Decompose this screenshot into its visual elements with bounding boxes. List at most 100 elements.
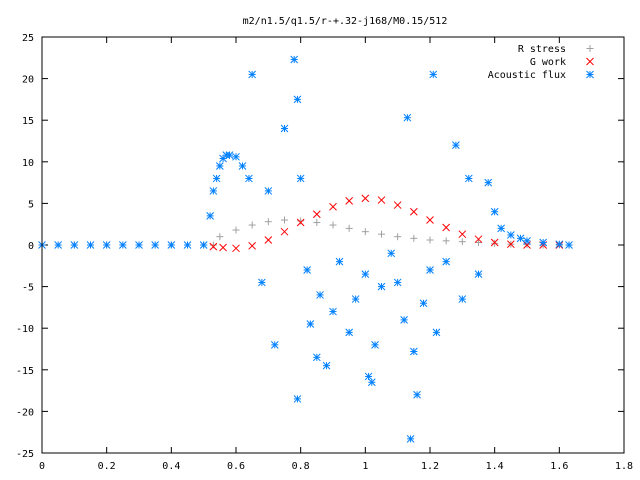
- x-tick-label: 1.4: [486, 461, 504, 472]
- acoustic-flux-point: [306, 320, 315, 328]
- acoustic-flux-point: [264, 187, 273, 195]
- g-work-point: [458, 230, 467, 239]
- r-stress-point: [361, 228, 369, 236]
- acoustic-flux-point: [426, 266, 434, 274]
- y-tick-label: -25: [16, 449, 34, 460]
- acoustic-flux-point: [490, 207, 499, 216]
- y-tick-label: -10: [16, 324, 34, 335]
- acoustic-flux-point: [167, 241, 176, 249]
- r-stress-point: [345, 224, 353, 232]
- x-tick-label: 0.8: [292, 461, 310, 472]
- r-stress-point: [378, 230, 385, 238]
- acoustic-flux-point: [458, 295, 467, 303]
- x-tick-label: 1.8: [615, 461, 633, 472]
- x-tick-label: 0.4: [162, 461, 180, 472]
- g-work-point: [296, 218, 305, 227]
- y-tick-label: 5: [28, 199, 34, 210]
- y-tick-label: 15: [22, 116, 34, 127]
- acoustic-flux-point: [452, 141, 460, 150]
- g-work-point: [442, 223, 451, 232]
- legend-label: R stress: [518, 44, 566, 55]
- g-work-point: [409, 207, 418, 216]
- legend-marker-r-stress: [586, 45, 594, 52]
- g-work-point: [219, 243, 227, 252]
- x-tick-label: 0: [39, 461, 45, 472]
- acoustic-flux-point: [206, 212, 214, 220]
- acoustic-flux-point: [565, 241, 573, 249]
- r-stress-point: [232, 226, 240, 234]
- g-work-point: [232, 244, 240, 253]
- plot-frame: [41, 36, 625, 454]
- acoustic-flux-point: [293, 95, 302, 104]
- acoustic-flux-point: [351, 295, 360, 303]
- g-work-point: [377, 196, 386, 204]
- r-stress-point: [442, 237, 450, 245]
- acoustic-flux-point: [345, 328, 354, 337]
- legend-label: G work: [530, 57, 566, 68]
- acoustic-flux-point: [316, 291, 324, 299]
- acoustic-flux-point: [403, 113, 412, 122]
- g-work-point: [280, 227, 289, 236]
- acoustic-flux-point: [290, 55, 299, 64]
- acoustic-flux-point: [555, 240, 564, 249]
- acoustic-flux-point: [429, 70, 438, 79]
- acoustic-flux-point: [293, 395, 302, 403]
- r-stress-point: [248, 221, 256, 229]
- x-tick-label: 1.6: [550, 461, 568, 472]
- acoustic-flux-point: [497, 224, 505, 233]
- acoustic-flux-point: [238, 162, 247, 170]
- acoustic-flux-point: [539, 238, 548, 247]
- y-tick-label: 10: [22, 158, 34, 169]
- acoustic-flux-point: [102, 241, 111, 249]
- acoustic-flux-point: [225, 151, 234, 159]
- x-tick-label: 0.2: [98, 461, 116, 472]
- acoustic-flux-point: [118, 241, 127, 249]
- acoustic-flux-point: [296, 174, 305, 183]
- legend-marker-acoustic-flux: [586, 70, 594, 79]
- acoustic-flux-point: [387, 249, 396, 258]
- r-stress-point: [410, 234, 418, 242]
- acoustic-flux-point: [506, 231, 515, 239]
- acoustic-flux-point: [329, 307, 337, 316]
- acoustic-flux-point: [523, 236, 531, 245]
- acoustic-flux-point: [361, 270, 370, 278]
- acoustic-flux-point: [312, 353, 321, 362]
- acoustic-flux-point: [212, 174, 221, 183]
- axes: 0 0.2 0.4 0.6 0.8 1 1.2 1.4 1.6 1.8 25 20 15 10 5 0 -5 -1…: [16, 33, 633, 472]
- series-g-work: [209, 194, 564, 253]
- acoustic-flux-point: [280, 124, 289, 133]
- r-stress-point: [209, 241, 217, 249]
- acoustic-flux-point: [406, 435, 415, 443]
- g-work-point: [345, 197, 354, 205]
- acoustic-flux-point: [442, 257, 451, 266]
- series-r-stress: [38, 216, 573, 249]
- acoustic-flux-point: [248, 70, 257, 79]
- y-tick-label: -15: [16, 366, 34, 377]
- acoustic-flux-point: [419, 299, 428, 308]
- acoustic-flux-point: [245, 174, 253, 183]
- r-stress-point: [329, 221, 337, 229]
- acoustic-flux-point: [303, 266, 311, 274]
- g-work-point: [426, 216, 434, 224]
- y-tick-label: 20: [22, 75, 34, 86]
- acoustic-flux-point: [54, 241, 63, 249]
- g-work-point: [329, 202, 337, 211]
- y-tick-label: 0: [28, 241, 34, 252]
- g-work-point: [248, 241, 257, 250]
- acoustic-flux-point: [409, 347, 418, 356]
- x-tick-label: 1.2: [421, 461, 439, 472]
- r-stress-point: [458, 238, 466, 246]
- acoustic-flux-point: [413, 390, 421, 399]
- r-stress-point: [313, 219, 321, 227]
- acoustic-flux-point: [322, 361, 331, 370]
- legend: R stress G work Acoustic flux: [488, 44, 594, 81]
- chart-marks: [38, 55, 573, 443]
- legend-marker-g-work: [586, 57, 594, 66]
- acoustic-flux-point: [135, 241, 143, 249]
- acoustic-flux-point: [474, 270, 483, 278]
- y-tick-label: -20: [16, 407, 34, 418]
- acoustic-flux-point: [335, 257, 344, 266]
- g-work-point: [474, 235, 483, 244]
- x-tick-label: 0.6: [227, 461, 245, 472]
